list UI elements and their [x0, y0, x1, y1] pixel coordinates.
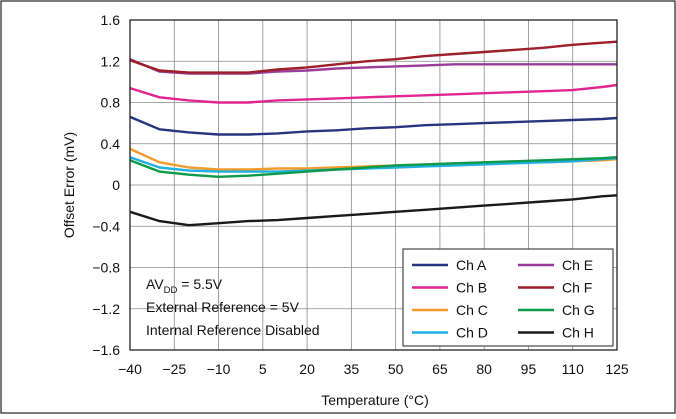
- x-tick-label: 110: [562, 361, 585, 377]
- x-tick-label: 65: [432, 361, 448, 377]
- legend: Ch A Ch B Ch C Ch D Ch E Ch F Ch G Ch H: [402, 248, 614, 347]
- legend-label-ch-c: Ch C: [456, 302, 488, 318]
- plot-frame: [129, 19, 618, 351]
- legend-label-ch-h: Ch H: [562, 325, 594, 341]
- series-line-ch-h: [129, 194, 618, 227]
- y-tick-label: −1.2: [92, 301, 120, 317]
- annotation-dd-subscript: DD: [164, 285, 178, 296]
- x-tick-label: 125: [605, 361, 629, 377]
- x-tick-label: −10: [207, 361, 231, 377]
- series-line-ch-g: [129, 156, 618, 179]
- legend-label-ch-b: Ch B: [456, 280, 487, 296]
- legend-label-ch-a: Ch A: [456, 257, 487, 273]
- y-tick-label: 1.2: [101, 53, 121, 69]
- y-tick-label: 0.8: [101, 95, 121, 111]
- annotation-box: AVDD = 5.5V External Reference = 5V Inte…: [146, 276, 320, 338]
- y-tick-label: −1.6: [92, 342, 120, 358]
- annotation-supply-value: = 5.5V: [177, 276, 222, 292]
- series-lines: [129, 40, 618, 227]
- series-line-ch-f: [129, 40, 618, 74]
- annotation-supply: AVDD = 5.5V: [146, 276, 223, 296]
- x-tick-label: −25: [162, 361, 186, 377]
- x-tick-label: 5: [259, 361, 267, 377]
- y-tick-label: −0.4: [92, 218, 120, 234]
- series-line-ch-d: [129, 156, 618, 173]
- series-line-ch-a: [129, 115, 618, 136]
- legend-label-ch-g: Ch G: [562, 302, 595, 318]
- y-tick-label: −0.8: [92, 260, 120, 276]
- tick-labels: −40 −25 −10 5 20 35 50 65 80 95 110 125 1.6 1.2 0.8 0.4…: [92, 12, 629, 377]
- y-tick-label: 1.6: [101, 12, 121, 28]
- x-tick-label: 95: [521, 361, 537, 377]
- annotation-av: AV: [146, 276, 164, 292]
- x-tick-label: −40: [118, 361, 142, 377]
- series-line-ch-b: [129, 83, 618, 104]
- y-tick-label: 0: [112, 177, 120, 193]
- x-tick-label: 20: [299, 361, 315, 377]
- y-axis-label: Offset Error (mV): [61, 132, 77, 238]
- annotation-external-ref: External Reference = 5V: [146, 299, 300, 315]
- x-tick-label: 50: [388, 361, 404, 377]
- legend-label-ch-e: Ch E: [562, 257, 593, 273]
- legend-label-ch-f: Ch F: [562, 280, 592, 296]
- x-tick-label: 80: [476, 361, 492, 377]
- y-tick-label: 0.4: [101, 136, 121, 152]
- legend-label-ch-d: Ch D: [456, 325, 488, 341]
- x-axis-label: Temperature (°C): [321, 392, 429, 408]
- x-tick-label: 35: [344, 361, 360, 377]
- annotation-internal-ref: Internal Reference Disabled: [146, 322, 320, 338]
